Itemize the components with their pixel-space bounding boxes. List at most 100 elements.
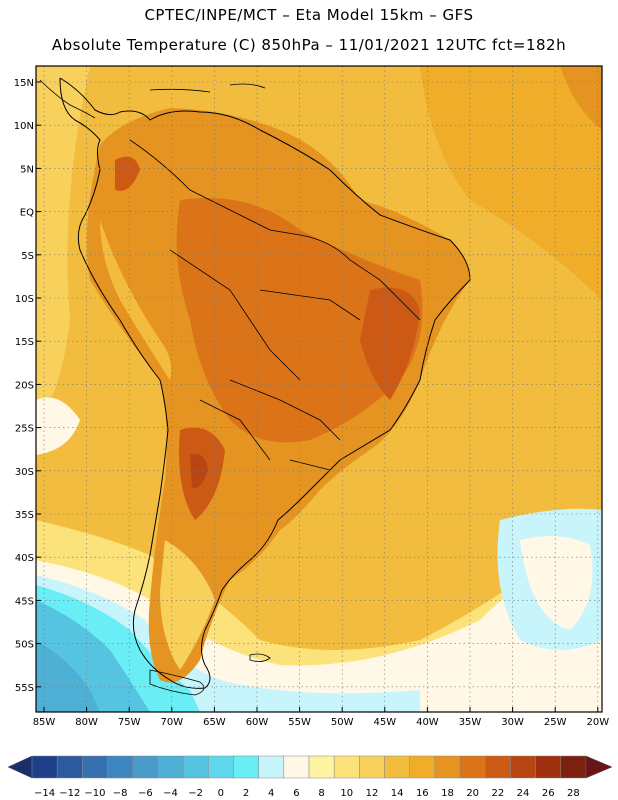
coastline bbox=[59, 77, 471, 689]
legend-label: −10 bbox=[84, 788, 105, 799]
lat-label: 15S bbox=[15, 337, 34, 348]
central-america bbox=[39, 79, 96, 119]
lat-label: 50S bbox=[15, 640, 34, 651]
field-ne-warm bbox=[420, 66, 602, 300]
legend-label: 18 bbox=[441, 788, 454, 799]
lat-label: 10N bbox=[14, 121, 34, 132]
legend-label: 14 bbox=[391, 788, 404, 799]
lon-label: 70W bbox=[160, 717, 183, 728]
legend-label: 0 bbox=[218, 788, 224, 799]
lon-label: 50W bbox=[331, 717, 354, 728]
legend-label: 28 bbox=[567, 788, 580, 799]
lon-label: 75W bbox=[118, 717, 141, 728]
field-cold-4 bbox=[36, 640, 100, 712]
field-brazil-hot bbox=[360, 287, 420, 400]
map-frame bbox=[35, 65, 603, 713]
lon-label: 40W bbox=[416, 717, 439, 728]
legend-swatch bbox=[208, 755, 234, 779]
tierra-del-fuego bbox=[149, 669, 205, 696]
map-field bbox=[36, 66, 602, 712]
legend-swatch bbox=[107, 755, 133, 779]
legend-swatch bbox=[434, 755, 461, 779]
lon-label: 30W bbox=[501, 717, 524, 728]
legend-label: −14 bbox=[34, 788, 55, 799]
legend-swatch bbox=[510, 755, 536, 779]
legend-label: 4 bbox=[268, 788, 274, 799]
legend-swatch bbox=[535, 755, 562, 779]
lon-label: 80W bbox=[75, 717, 98, 728]
field-andes-cool bbox=[100, 220, 172, 380]
lat-label: 15N bbox=[14, 78, 34, 89]
legend-label: 22 bbox=[491, 788, 504, 799]
caribbean-islands bbox=[149, 83, 266, 93]
legend-swatch bbox=[31, 755, 58, 779]
lon-label: 60W bbox=[246, 717, 269, 728]
longitude-labels: 85W 80W 75W 70W 65W 60W 55W 50W 45W 40W 35W 30W 25W 2… bbox=[33, 707, 609, 728]
falkland-islands bbox=[249, 653, 271, 662]
field-se-pale bbox=[520, 536, 593, 630]
legend-label: 12 bbox=[366, 788, 379, 799]
legend-labels: −14 −12 −10 −8 −6 −4 −2 0 2 4 6 8 10 12 14 16 18 20 22 24 26… bbox=[34, 788, 580, 799]
legend-arrow-low bbox=[7, 755, 33, 779]
legend-swatch bbox=[384, 755, 410, 779]
legend-swatch bbox=[258, 755, 285, 779]
legend-swatch bbox=[409, 755, 436, 779]
field-ne-hot bbox=[560, 66, 602, 130]
legend-label: −8 bbox=[113, 788, 128, 799]
legend-label: −4 bbox=[163, 788, 178, 799]
legend-swatch bbox=[485, 755, 511, 779]
legend-label: −2 bbox=[188, 788, 203, 799]
legend-swatch bbox=[359, 755, 385, 779]
legend-swatch bbox=[233, 755, 259, 779]
legend-label: −12 bbox=[59, 788, 80, 799]
field-pacific bbox=[36, 66, 90, 420]
lat-label: 40S bbox=[15, 553, 34, 564]
lat-label: 45S bbox=[15, 596, 34, 607]
lat-label: 55S bbox=[15, 683, 34, 694]
legend-label: 2 bbox=[243, 788, 249, 799]
lat-label: 20S bbox=[15, 380, 34, 391]
legend-label: 8 bbox=[318, 788, 324, 799]
lat-label: 10S bbox=[15, 294, 34, 305]
legend-swatch bbox=[132, 755, 159, 779]
chart-title-line2: Absolute Temperature (C) 850hPa – 11/01/… bbox=[51, 36, 567, 54]
lon-label: 85W bbox=[33, 717, 56, 728]
lon-label: 55W bbox=[288, 717, 311, 728]
legend-swatch bbox=[560, 755, 587, 779]
country-borders bbox=[129, 139, 421, 471]
legend-label: 6 bbox=[293, 788, 299, 799]
lat-label: EQ bbox=[20, 208, 34, 219]
legend-label: 20 bbox=[466, 788, 479, 799]
lat-label: 25S bbox=[15, 424, 34, 435]
field-interior-hot bbox=[176, 198, 423, 443]
legend-swatch bbox=[308, 755, 335, 779]
legend-label: 16 bbox=[416, 788, 429, 799]
latitude-labels: 15N 10N 5N EQ 5S 10S 15S 20S 25S 30S 35S 40S 45S 50S 5… bbox=[14, 78, 41, 694]
lon-label: 45W bbox=[373, 717, 396, 728]
legend-label: 10 bbox=[340, 788, 353, 799]
lon-label: 35W bbox=[459, 717, 482, 728]
lon-label: 25W bbox=[544, 717, 567, 728]
legend-label: 26 bbox=[542, 788, 555, 799]
chart-title-line1: CPTEC/INPE/MCT – Eta Model 15km – GFS bbox=[144, 6, 474, 24]
legend-swatch bbox=[333, 755, 360, 779]
field-pacific-pale bbox=[36, 397, 80, 455]
legend-swatch bbox=[459, 755, 486, 779]
lat-label: 5S bbox=[21, 251, 34, 262]
lon-label: 20W bbox=[586, 717, 609, 728]
lat-label: 35S bbox=[15, 510, 34, 521]
field-colombia-hot bbox=[115, 156, 140, 191]
field-patagonia bbox=[160, 540, 215, 670]
lon-label: 65W bbox=[203, 717, 226, 728]
lat-label: 5N bbox=[20, 164, 34, 175]
legend-swatch bbox=[182, 755, 209, 779]
lat-label: 30S bbox=[15, 467, 34, 478]
legend-label: −6 bbox=[138, 788, 153, 799]
legend-arrow-high bbox=[585, 755, 613, 779]
legend-label: 24 bbox=[517, 788, 530, 799]
legend-swatch bbox=[56, 755, 83, 779]
legend-swatch bbox=[157, 755, 184, 779]
legend-bar bbox=[7, 755, 613, 779]
